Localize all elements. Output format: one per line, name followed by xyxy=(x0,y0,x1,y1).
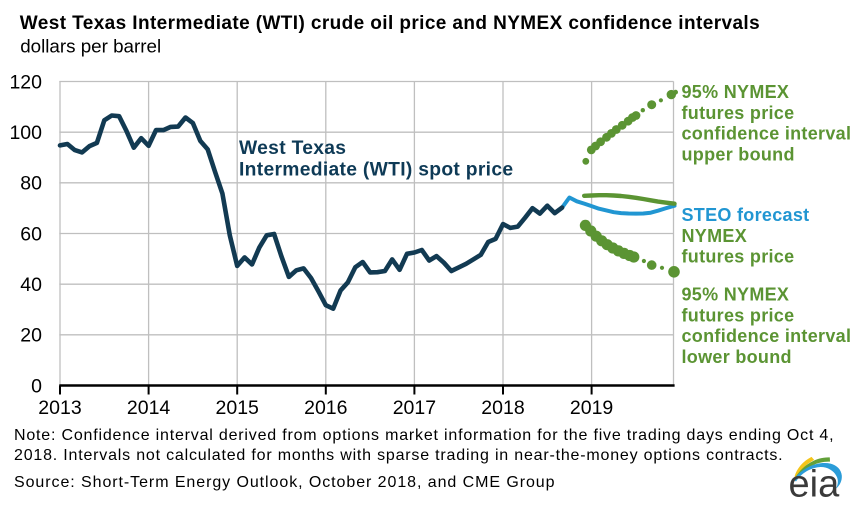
svg-text:Source: Short-Term Energy Outl: Source: Short-Term Energy Outlook, Octob… xyxy=(14,474,555,491)
svg-text:dollars per barrel: dollars per barrel xyxy=(20,35,161,56)
svg-text:60: 60 xyxy=(20,223,42,245)
svg-text:confidence interval: confidence interval xyxy=(682,326,850,346)
svg-text:upper bound: upper bound xyxy=(682,144,795,164)
svg-text:120: 120 xyxy=(9,71,42,93)
svg-text:2015: 2015 xyxy=(216,397,260,419)
svg-text:80: 80 xyxy=(20,173,42,195)
svg-text:2013: 2013 xyxy=(38,397,81,419)
svg-text:2018. Intervals not calculated: 2018. Intervals not calculated for month… xyxy=(14,447,783,464)
svg-text:Note: Confidence interval deri: Note: Confidence interval derived from o… xyxy=(14,427,834,444)
svg-text:2019: 2019 xyxy=(570,397,613,419)
svg-text:0: 0 xyxy=(31,375,42,397)
svg-text:futures price: futures price xyxy=(682,247,795,267)
svg-text:100: 100 xyxy=(9,122,42,144)
svg-text:West Texas Intermediate (WTI): West Texas Intermediate (WTI) crude oil … xyxy=(20,13,760,34)
svg-text:2018: 2018 xyxy=(481,397,524,419)
svg-text:futures price: futures price xyxy=(682,305,795,325)
svg-text:NYMEX: NYMEX xyxy=(682,226,748,246)
svg-text:95% NYMEX: 95% NYMEX xyxy=(682,285,790,305)
svg-text:40: 40 xyxy=(20,274,42,296)
svg-text:lower bound: lower bound xyxy=(682,347,792,367)
svg-text:2014: 2014 xyxy=(127,397,171,419)
svg-text:95% NYMEX: 95% NYMEX xyxy=(682,82,790,102)
svg-text:confidence interval: confidence interval xyxy=(682,124,850,144)
svg-text:eia: eia xyxy=(789,464,841,506)
svg-text:2016: 2016 xyxy=(304,397,347,419)
svg-text:Intermediate (WTI) spot price: Intermediate (WTI) spot price xyxy=(239,160,513,181)
svg-text:2017: 2017 xyxy=(393,397,436,419)
svg-text:futures price: futures price xyxy=(682,103,795,123)
svg-text:STEO forecast: STEO forecast xyxy=(682,205,810,225)
svg-text:West Texas: West Texas xyxy=(239,138,346,159)
svg-text:20: 20 xyxy=(20,325,42,347)
